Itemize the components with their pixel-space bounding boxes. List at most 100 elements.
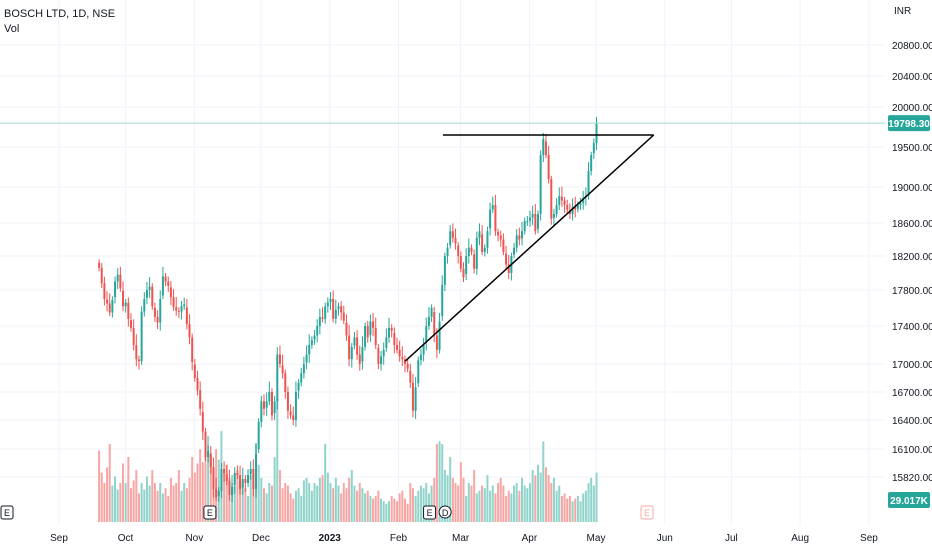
candle-body — [446, 247, 449, 256]
volume-bar — [592, 485, 595, 522]
volume-bar — [385, 503, 388, 522]
candle-body — [212, 467, 215, 489]
candle-body — [111, 299, 114, 313]
candle-body — [398, 349, 401, 357]
volume-bar — [398, 493, 401, 522]
time-axis: Sep Oct Nov Dec 2023 Feb Mar Apr May Jun Jul Aug Sep — [50, 533, 878, 544]
candle-body — [255, 454, 258, 489]
volume-bar — [406, 503, 409, 522]
volume-bar — [151, 470, 154, 522]
svg-text:19798.30: 19798.30 — [888, 119, 930, 130]
svg-text:E: E — [644, 508, 650, 518]
volume-bar — [114, 476, 117, 522]
time-tick-label: Jul — [725, 533, 738, 544]
candle-body — [467, 247, 470, 256]
time-tick-label: Jun — [657, 533, 673, 544]
candlesticks — [98, 117, 598, 503]
candle-body — [366, 326, 369, 338]
candle-body — [175, 307, 178, 311]
candle-body — [278, 354, 281, 364]
candle-body — [523, 221, 526, 232]
candle-body — [223, 469, 226, 473]
volume-bar — [167, 496, 170, 522]
volume-bar — [201, 462, 204, 522]
time-tick-label: Dec — [252, 533, 270, 544]
volume-bar — [491, 485, 494, 522]
volume-bar — [422, 488, 425, 522]
candle-body — [217, 491, 220, 497]
volume-bar — [236, 470, 239, 522]
candle-body — [353, 337, 356, 346]
volume-bar — [486, 475, 489, 522]
candle-body — [558, 196, 561, 205]
candle-body — [332, 299, 335, 319]
volume-bar — [281, 488, 284, 522]
volume-bar — [135, 470, 138, 522]
volume-bar — [252, 485, 255, 522]
candle-body — [273, 401, 276, 414]
volume-bar — [430, 485, 433, 522]
axis-tags: 19798.30 29.017K — [888, 115, 930, 508]
volume-bar — [268, 483, 271, 522]
candle-body — [164, 276, 167, 282]
svg-text:29.017K: 29.017K — [890, 496, 929, 507]
candle-body — [124, 302, 127, 307]
candle-body — [172, 297, 175, 308]
volume-bar — [550, 483, 553, 522]
support-trendline[interactable] — [404, 134, 655, 362]
volume-bar — [127, 457, 130, 522]
earnings-marker-icon[interactable]: E — [0, 505, 14, 520]
time-tick-label: Nov — [185, 533, 203, 544]
earnings-marker-icon[interactable]: E — [203, 505, 217, 520]
candle-body — [563, 200, 566, 205]
candle-body — [358, 354, 361, 364]
candle-body — [209, 453, 212, 467]
volume-bar — [332, 488, 335, 522]
candle-body — [382, 349, 385, 357]
volume-bar — [510, 493, 513, 522]
candle-body — [289, 411, 292, 416]
volume-bar — [185, 488, 188, 522]
volume-bar — [584, 490, 587, 522]
candle-body — [361, 346, 364, 362]
volume-bar — [518, 490, 521, 522]
price-tick-label: 18600.00 — [892, 219, 932, 230]
volume-bar — [265, 493, 268, 522]
volume-bar — [478, 490, 481, 522]
candle-body — [167, 281, 170, 286]
candle-body — [127, 302, 130, 319]
volume-bar — [172, 485, 175, 522]
volume-bar — [531, 470, 534, 522]
volume-bar — [526, 488, 529, 522]
volume-bar — [108, 444, 111, 522]
volume-bar — [193, 472, 196, 522]
candle-body — [555, 205, 558, 214]
candle-body — [247, 475, 250, 483]
dividend-marker-icon[interactable]: D — [438, 505, 452, 519]
candle-body — [536, 214, 539, 229]
volume-bar — [233, 485, 236, 522]
candle-body — [590, 155, 593, 171]
candle-body — [169, 287, 172, 298]
earnings-marker-icon[interactable]: E — [423, 505, 437, 520]
candle-body — [268, 392, 271, 402]
candle-body — [513, 247, 516, 255]
volume-bar — [209, 454, 212, 522]
price-axis: 20800.00 20400.00 20000.00 19500.00 19000.00… — [892, 41, 932, 484]
volume-bar — [156, 490, 159, 522]
candle-body — [100, 267, 103, 284]
candle-body — [231, 487, 234, 495]
candle-body — [348, 335, 351, 360]
volume-bar — [542, 441, 545, 522]
volume-bar — [433, 477, 436, 522]
volume-bar — [122, 463, 125, 522]
volume-bar — [340, 493, 343, 522]
volume-bar — [465, 496, 468, 522]
volume-bar — [499, 477, 502, 522]
svg-text:E: E — [427, 508, 433, 518]
volume-bar — [582, 493, 585, 522]
earnings-marker-icon[interactable]: E — [640, 505, 654, 520]
candle-body — [305, 354, 308, 363]
volume-bar — [180, 490, 183, 522]
